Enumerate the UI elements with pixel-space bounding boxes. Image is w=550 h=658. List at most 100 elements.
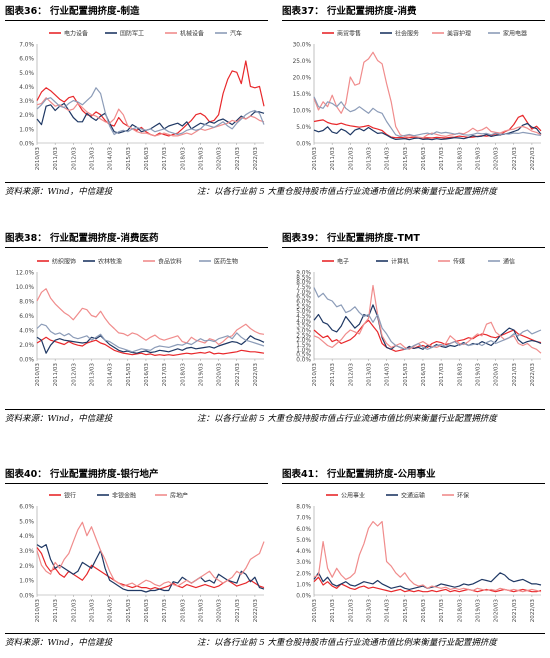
series-line-4: [36, 87, 265, 136]
x-tick-label: 2020/03: [217, 147, 223, 171]
y-tick-label: 1.0%: [296, 582, 311, 588]
x-tick-label: 2020/03: [217, 363, 223, 387]
y-tick-label: 0.0%: [19, 594, 34, 600]
x-tick-label: 2013/03: [366, 363, 372, 387]
y-tick-label: 4.0%: [19, 85, 34, 91]
series-line-1: [313, 576, 542, 593]
chart-fig36: 0.0% 1.0% 2.0% 3.0% 4.0% 5.0% 6.0% 7.0% 2010/03 2…: [19, 30, 265, 171]
title-rule: [5, 20, 268, 21]
chart-title-fig41: 图表41： 行业配置拥挤度-公用事业: [282, 469, 436, 480]
x-tick-label: 2011/03: [53, 147, 59, 171]
legend-label: 计算机: [391, 258, 409, 266]
y-tick-label: 1.5%: [296, 343, 311, 349]
legend-label: 美容护理: [447, 30, 471, 38]
note-text: 注：以各行业前 5 大重仓股持股市值占行业流通市值比例来衡量行业配置拥挤度: [197, 414, 497, 424]
y-tick-label: 6.0%: [296, 527, 311, 533]
x-tick-label: 2021/03: [512, 363, 518, 387]
x-tick-label: 2021/03: [235, 363, 241, 387]
y-tick-label: 5.0%: [296, 125, 311, 131]
y-tick-label: 5.0%: [296, 309, 311, 315]
x-tick-label: 2015/03: [126, 363, 132, 387]
x-tick-label: 2018/03: [180, 363, 186, 387]
chart-fig37: 0.0% 5.0% 10.0% 15.0% 20.0% 25.0% 30.0% 2010/03…: [293, 30, 542, 171]
x-tick-label: 2017/03: [439, 147, 445, 171]
legend-label: 社会服务: [395, 30, 419, 38]
y-tick-label: 2.0%: [19, 564, 34, 570]
chart-title-fig36: 图表36： 行业配置拥挤度-制造: [5, 6, 140, 17]
x-tick-label: 2019/03: [475, 363, 481, 387]
x-tick-label: 2011/03: [53, 599, 59, 623]
title-rule: [5, 483, 268, 484]
y-tick-label: 0.5%: [296, 353, 311, 359]
x-tick-label: 2012/03: [348, 599, 354, 623]
y-tick-label: 3.0%: [296, 329, 311, 335]
y-tick-label: 1.0%: [19, 127, 34, 133]
x-tick-label: 2017/03: [439, 363, 445, 387]
title-rule: [282, 247, 545, 248]
x-tick-label: 2022/03: [530, 363, 536, 387]
series-line-2: [36, 543, 265, 593]
x-tick-label: 2017/03: [162, 147, 168, 171]
y-tick-label: 5.0%: [19, 519, 34, 525]
x-tick-label: 2015/03: [403, 363, 409, 387]
legend-label: 通信: [503, 258, 515, 266]
legend-label: 农林牧渔: [98, 258, 122, 266]
x-tick-label: 2019/03: [198, 599, 204, 623]
legend-label: 环保: [457, 492, 469, 500]
x-tick-label: 2020/03: [494, 363, 500, 387]
y-tick-label: 15.0%: [293, 92, 312, 98]
legend-label: 医药生物: [214, 258, 238, 266]
y-tick-label: 7.0%: [19, 43, 34, 49]
x-tick-label: 2012/03: [348, 363, 354, 387]
y-tick-label: 8.5%: [296, 275, 311, 281]
legend-label: 银行: [64, 492, 76, 500]
y-tick-label: 4.0%: [19, 329, 34, 335]
legend-label: 非银金融: [112, 492, 136, 500]
y-tick-label: 6.5%: [296, 295, 311, 301]
legend-label: 电力设备: [64, 30, 88, 38]
x-tick-label: 2014/03: [385, 599, 391, 623]
x-tick-label: 2015/03: [403, 147, 409, 171]
legend-label: 商贸零售: [337, 30, 361, 38]
y-tick-label: 0.0%: [19, 142, 34, 148]
legend-label: 汽车: [230, 30, 242, 38]
series-line-1: [36, 60, 265, 137]
legend-label: 食品饮料: [158, 258, 182, 266]
x-tick-label: 2014/03: [385, 147, 391, 171]
x-tick-label: 2019/03: [198, 147, 204, 171]
y-tick-label: 3.0%: [19, 549, 34, 555]
x-tick-label: 2013/03: [89, 599, 95, 623]
series-line-1: [313, 114, 542, 139]
x-tick-label: 2019/03: [475, 147, 481, 171]
x-tick-label: 2016/03: [144, 599, 150, 623]
y-tick-label: 5.0%: [19, 71, 34, 77]
x-tick-label: 2015/03: [403, 599, 409, 623]
x-tick-label: 2010/03: [35, 363, 41, 387]
y-tick-label: 5.5%: [296, 304, 311, 310]
x-tick-label: 2020/03: [217, 599, 223, 623]
note-text: 注：以各行业前 5 大重仓股持股市值占行业流通市值比例来衡量行业配置拥挤度: [197, 187, 497, 197]
y-tick-label: 6.0%: [19, 505, 34, 511]
x-tick-label: 2022/03: [530, 599, 536, 623]
y-tick-label: 8.0%: [296, 280, 311, 286]
series-line-2: [313, 304, 542, 350]
x-tick-label: 2013/03: [89, 147, 95, 171]
y-tick-label: 3.5%: [296, 324, 311, 330]
x-tick-label: 2022/03: [530, 147, 536, 171]
x-tick-label: 2018/03: [180, 599, 186, 623]
series-line-4: [313, 96, 542, 138]
legend-label: 家用电器: [503, 30, 527, 38]
x-tick-label: 2010/03: [35, 147, 41, 171]
series-line-4: [313, 287, 542, 350]
y-tick-label: 10.0%: [16, 285, 35, 291]
series-line-1: [313, 319, 542, 352]
y-tick-label: 2.5%: [296, 333, 311, 339]
chart-fig38: 0.0% 2.0% 4.0% 6.0% 8.0% 10.0% 12.0% 2010/03 201…: [16, 258, 265, 387]
chart-title-fig38: 图表38： 行业配置拥挤度-消费医药: [5, 233, 159, 244]
x-tick-label: 2011/03: [53, 363, 59, 387]
chart-fig41: 0.0% 1.0% 2.0% 3.0% 4.0% 5.0% 6.0% 7.0% 8.0% 2010…: [296, 492, 542, 623]
legend-label: 房地产: [170, 492, 188, 500]
chart-title-fig39: 图表39： 行业配置拥挤度-TMT: [282, 233, 420, 244]
x-tick-label: 2021/03: [235, 147, 241, 171]
x-tick-label: 2012/03: [348, 147, 354, 171]
